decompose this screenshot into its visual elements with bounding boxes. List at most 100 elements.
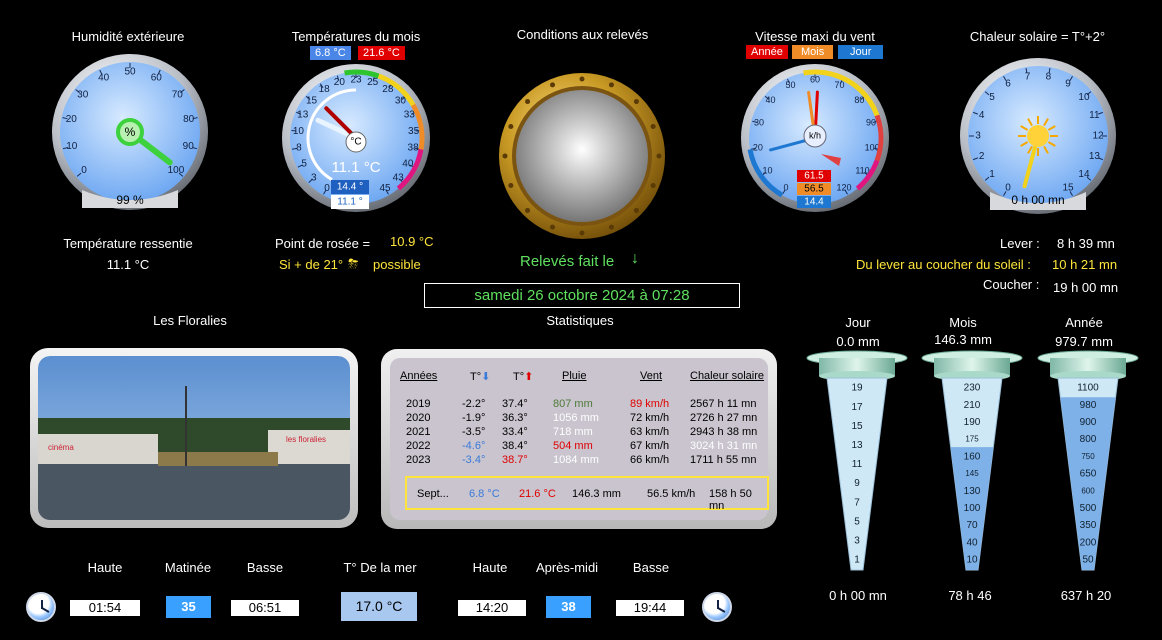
wind-tab-mois[interactable]: Mois bbox=[792, 45, 834, 59]
rain-scale-label: 210 bbox=[964, 400, 981, 411]
wind-tab-jour[interactable]: Jour bbox=[838, 45, 884, 59]
sol-tick-label: 12 bbox=[1092, 131, 1104, 142]
hum-tick-label: 10 bbox=[66, 141, 78, 152]
tmp-tick bbox=[291, 147, 297, 150]
wnd-tick-label: 90 bbox=[866, 117, 876, 127]
tide-low1-label: Basse bbox=[246, 560, 284, 575]
temp-arc-current bbox=[306, 88, 357, 181]
month-temp-title: Températures du mois bbox=[291, 29, 421, 44]
tmp-tick-label: 18 bbox=[319, 84, 331, 95]
tide-afternoon-value: 38 bbox=[546, 596, 591, 618]
porthole-rivet bbox=[525, 207, 531, 213]
sol-tick-label: 3 bbox=[975, 131, 981, 142]
wnd-tick-label: 20 bbox=[753, 142, 763, 152]
temp-arc-magenta bbox=[396, 148, 424, 191]
tmp-tick-label: 8 bbox=[296, 143, 302, 154]
rain-scale-label: 230 bbox=[964, 383, 981, 394]
rain-scale-label: 190 bbox=[964, 417, 981, 428]
rain-scale-label: 70 bbox=[966, 520, 978, 531]
releves-box: samedi 26 octobre 2024 à 07:28 bbox=[424, 283, 740, 308]
hum-tick bbox=[157, 69, 161, 75]
storm-icon: ⛈ bbox=[348, 256, 359, 271]
wind-tab-annee[interactable]: Année bbox=[746, 45, 788, 59]
rain-scale-label: 500 bbox=[1080, 503, 1097, 514]
rain-mois-time: 78 h 46 bbox=[948, 588, 992, 603]
tide-high1-label: Haute bbox=[87, 560, 123, 575]
rain-annee-value: 979.7 mm bbox=[1055, 334, 1113, 349]
sol-tick-label: 8 bbox=[1046, 72, 1052, 83]
tide-low2-label: Basse bbox=[632, 560, 670, 575]
tmp-tick-label: 0 bbox=[324, 183, 330, 194]
current-month: Sept... bbox=[417, 488, 449, 500]
hum-tick-label: 60 bbox=[151, 73, 163, 84]
wind-value: 61.5 bbox=[804, 171, 824, 182]
sunset-value: 19 h 00 mn bbox=[1053, 280, 1119, 295]
sol-tick-label: 14 bbox=[1078, 169, 1090, 180]
tmp-tick-label: 40 bbox=[402, 159, 414, 170]
stats-cell: 2023 bbox=[406, 454, 431, 466]
sea-temp-label: T° De la mer bbox=[343, 560, 417, 575]
solar-readout: 0 h 00 mn bbox=[1011, 193, 1064, 207]
hum-tick bbox=[76, 172, 82, 177]
hum-tick bbox=[99, 69, 103, 75]
hum-tick bbox=[62, 146, 69, 150]
wind-arc-yellow bbox=[803, 69, 880, 117]
wnd-tick bbox=[752, 120, 758, 123]
stats-current-row: Sept... 6.8 °C 21.6 °C 146.3 mm 56.5 km/… bbox=[405, 476, 769, 512]
wnd-tick bbox=[787, 78, 791, 84]
humidity-unit: % bbox=[125, 125, 136, 139]
tide-high1-value: 01:54 bbox=[70, 600, 140, 616]
stats-cell: 1084 mm bbox=[553, 454, 599, 466]
rain-mois-title: Mois bbox=[949, 315, 977, 330]
sol-tick bbox=[984, 176, 990, 181]
clock-icon-right bbox=[702, 592, 732, 622]
sign-cinema: cinéma bbox=[48, 443, 74, 452]
sol-tick-label: 11 bbox=[1089, 110, 1100, 121]
porthole-rivet bbox=[508, 182, 514, 188]
rain-funnel-rim bbox=[934, 358, 1010, 376]
tmp-tick bbox=[323, 189, 327, 195]
rain-scale-label: 160 bbox=[964, 451, 981, 462]
porthole-rivet bbox=[550, 224, 556, 230]
stats-cell: 37.4° bbox=[502, 398, 528, 410]
hum-tick bbox=[180, 89, 185, 93]
wnd-tick-label: 40 bbox=[766, 95, 776, 105]
dew-label: Point de rosée = bbox=[275, 236, 371, 251]
sol-tick-label: 9 bbox=[1065, 79, 1071, 90]
stats-cell: 63 km/h bbox=[630, 426, 670, 438]
stats-header-solar: Chaleur solaire bbox=[690, 370, 764, 382]
sol-tick-label: 7 bbox=[1025, 72, 1031, 83]
sun-icon bbox=[1018, 116, 1058, 156]
rain-scale-label: 200 bbox=[1080, 537, 1097, 548]
rain-funnel-rim bbox=[819, 358, 895, 376]
stats-header-rain: Pluie bbox=[562, 370, 587, 382]
windsock-icon bbox=[821, 154, 841, 166]
stats-cell: 718 mm bbox=[553, 426, 593, 438]
rain-scale-label: 17 bbox=[851, 402, 863, 413]
wnd-tick-label: 100 bbox=[865, 142, 880, 152]
rain-scale-label: 980 bbox=[1080, 400, 1097, 411]
temp-hub bbox=[345, 131, 367, 153]
photo-frame: cinéma les floralies bbox=[30, 348, 358, 528]
porthole-image bbox=[499, 73, 665, 239]
rain-scale-label: 650 bbox=[1080, 469, 1097, 480]
wind-unit: k/h bbox=[809, 130, 821, 140]
porthole-rivet bbox=[579, 76, 585, 82]
sol-tick bbox=[1003, 191, 1007, 197]
rain-mois-value: 146.3 mm bbox=[934, 332, 992, 347]
temp-box-min-bg bbox=[331, 195, 369, 209]
tmp-tick bbox=[385, 189, 389, 195]
stats-cell: 2022 bbox=[406, 440, 431, 452]
porthole-rivet bbox=[656, 153, 662, 159]
tide-morning-value: 35 bbox=[166, 596, 211, 618]
rain-scale-label: 11 bbox=[852, 459, 863, 470]
wnd-tick-label: 60 bbox=[810, 74, 820, 84]
rain-scale-label: 600 bbox=[1081, 486, 1095, 495]
stats-cell: 38.7° bbox=[502, 454, 528, 466]
porthole-rivet bbox=[579, 230, 585, 236]
tmp-tick-label: 15 bbox=[306, 95, 318, 106]
sol-tick-label: 13 bbox=[1089, 151, 1101, 162]
tmp-tick-label: 5 bbox=[301, 159, 307, 170]
tmp-tick-label: 30 bbox=[395, 95, 407, 106]
